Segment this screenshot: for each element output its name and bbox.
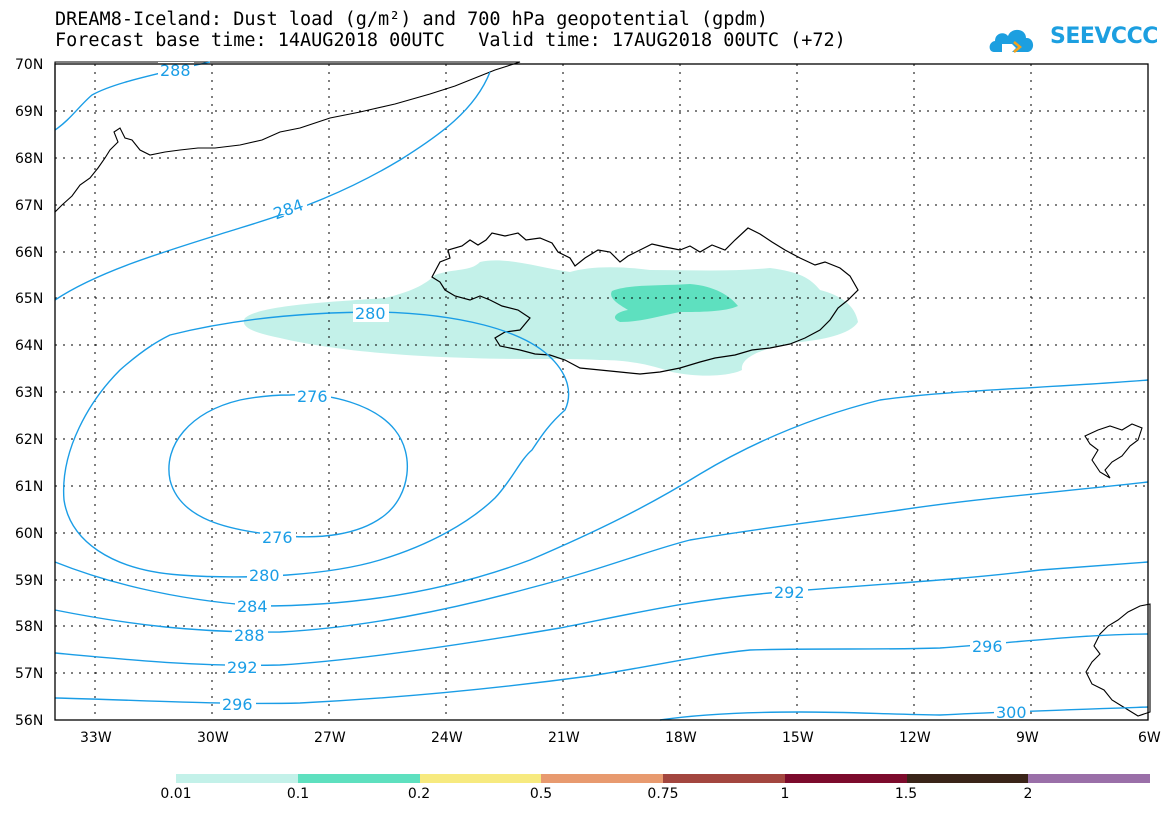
contour-label: 280 — [249, 566, 280, 585]
legend-swatch — [419, 774, 542, 783]
lat-label: 57N — [15, 666, 43, 682]
lon-label: 18W — [665, 730, 697, 746]
contour-label: 292 — [227, 658, 258, 677]
lon-label: 30W — [197, 730, 229, 746]
legend-label: 2 — [1023, 786, 1033, 802]
legend-swatch — [784, 774, 907, 783]
legend-swatch — [541, 774, 663, 783]
legend-swatch — [297, 774, 420, 783]
contour-label: 288 — [160, 61, 191, 80]
legend-swatch — [176, 774, 298, 783]
legend-label: 0.1 — [286, 786, 310, 802]
legend-swatch — [1028, 774, 1150, 783]
lon-label: 6W — [1138, 730, 1161, 746]
lat-label: 64N — [15, 338, 43, 354]
logo-text: SEEVCCC — [1050, 24, 1158, 49]
map-frame — [54, 63, 1149, 721]
lon-label: 33W — [80, 730, 112, 746]
lat-label: 66N — [15, 245, 43, 261]
contour-label: 276 — [297, 387, 328, 406]
lat-label: 70N — [15, 57, 43, 73]
chart-subtitle: Forecast base time: 14AUG2018 00UTC Vali… — [55, 30, 846, 51]
lat-label: 56N — [15, 713, 43, 729]
faroe-coast — [1084, 423, 1143, 479]
chart-title: DREAM8-Iceland: Dust load (g/m²) and 700… — [55, 9, 768, 30]
contour-label: 296 — [972, 637, 1003, 656]
lat-label: 67N — [15, 198, 43, 214]
greenland-coast — [54, 61, 521, 214]
legend-label: 0.5 — [529, 786, 553, 802]
contour-label: 296 — [222, 695, 253, 714]
legend-swatch — [906, 774, 1029, 783]
lat-label: 58N — [15, 619, 43, 635]
scotland-coast — [1085, 603, 1151, 717]
dust-area-medium — [611, 284, 738, 322]
lat-label: 60N — [15, 526, 43, 542]
contour-label: 300 — [996, 703, 1027, 722]
lat-label: 69N — [15, 104, 43, 120]
lon-label: 21W — [548, 730, 580, 746]
lat-label: 62N — [15, 432, 43, 448]
lat-axis: 70N 69N 68N 67N 66N 65N 64N 63N 62N 61N … — [15, 57, 43, 729]
cloud-logo-icon — [989, 29, 1034, 53]
contour-label: 288 — [234, 626, 265, 645]
legend-label: 1 — [780, 786, 790, 802]
lon-label: 9W — [1016, 730, 1039, 746]
lat-label: 68N — [15, 151, 43, 167]
legend-label: 0.2 — [407, 786, 431, 802]
contour-label: 276 — [262, 528, 293, 547]
contour-label-group: 288 284 280 276 276 280 284 288 292 296 … — [158, 61, 1030, 722]
contour-label: 280 — [355, 304, 386, 323]
grid-lines — [55, 64, 1148, 720]
lon-label: 12W — [899, 730, 931, 746]
lon-label: 27W — [314, 730, 346, 746]
contour-label: 284 — [237, 597, 268, 616]
legend-swatch — [663, 774, 785, 783]
lat-label: 65N — [15, 291, 43, 307]
contour-lines — [54, 61, 1149, 721]
color-legend — [176, 774, 1150, 783]
lat-label: 63N — [15, 385, 43, 401]
lon-label: 24W — [431, 730, 463, 746]
legend-label: 1.5 — [894, 786, 918, 802]
legend-label: 0.75 — [647, 786, 679, 802]
lat-label: 59N — [15, 573, 43, 589]
lon-axis: 33W 30W 27W 24W 21W 18W 15W 12W 9W 6W — [80, 730, 1161, 746]
lon-label: 15W — [782, 730, 814, 746]
iceland-coast — [431, 227, 859, 375]
contour-label: 292 — [774, 583, 805, 602]
legend-label: 0.01 — [160, 786, 192, 802]
lat-label: 61N — [15, 479, 43, 495]
